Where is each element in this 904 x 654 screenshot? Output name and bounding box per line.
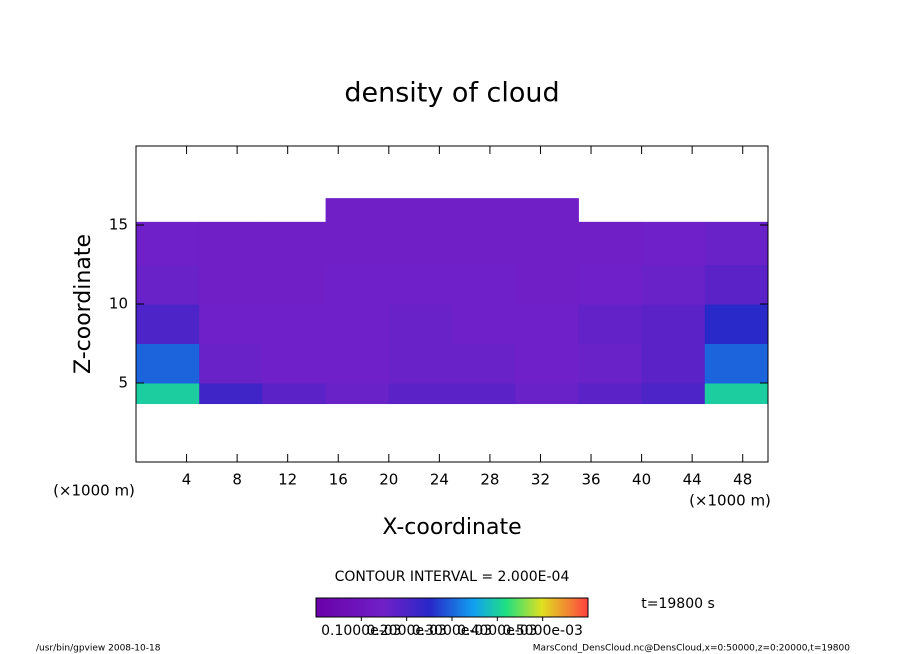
x-tick-label: 32 bbox=[531, 471, 550, 489]
colorbar-tick-label: 0.3000e-03 bbox=[412, 623, 492, 639]
field-cell bbox=[199, 383, 263, 405]
field-cell bbox=[136, 264, 200, 305]
field-cell bbox=[199, 264, 263, 305]
colorbar-tick-label: 0.1000e-03 bbox=[321, 623, 401, 639]
field-cell bbox=[388, 221, 453, 265]
field-cell bbox=[452, 343, 516, 384]
field-cell bbox=[578, 383, 643, 405]
field-cell bbox=[136, 383, 200, 405]
field-cell bbox=[515, 343, 579, 384]
field-cell bbox=[262, 383, 327, 405]
x-tick-label: 16 bbox=[329, 471, 348, 489]
x-unit: (×1000 m) bbox=[689, 492, 771, 510]
field-cell bbox=[325, 264, 390, 305]
field-cell bbox=[515, 383, 579, 405]
field-cell bbox=[578, 264, 643, 305]
x-tick-label: 20 bbox=[379, 471, 398, 489]
field-cell bbox=[325, 304, 390, 344]
field-cell bbox=[325, 343, 390, 384]
field-cell bbox=[704, 221, 769, 265]
field-cell bbox=[262, 343, 327, 384]
field-cell bbox=[452, 198, 516, 223]
field-cell bbox=[452, 221, 516, 265]
x-tick-label: 24 bbox=[430, 471, 449, 489]
contour-note: CONTOUR INTERVAL = 2.000E-04 bbox=[335, 569, 570, 585]
field-cell bbox=[641, 304, 706, 344]
field-cell bbox=[199, 221, 263, 265]
x-tick-label: 40 bbox=[632, 471, 651, 489]
field-cell bbox=[262, 264, 327, 305]
field-cell bbox=[136, 343, 200, 384]
x-tick-label: 28 bbox=[480, 471, 499, 489]
field-cell bbox=[578, 343, 643, 384]
y-axis-label: Z-coordinate bbox=[71, 234, 96, 374]
field-cell bbox=[325, 221, 390, 265]
field-cell bbox=[578, 221, 643, 265]
field-cell bbox=[452, 383, 516, 405]
x-tick-label: 4 bbox=[182, 471, 192, 489]
x-tick-label: 12 bbox=[278, 471, 297, 489]
colorbar-tick-label: 0.5000e-03 bbox=[502, 623, 582, 639]
y-tick-label: 15 bbox=[109, 216, 128, 234]
colorbar-tick-label: 0.2000e-03 bbox=[366, 623, 446, 639]
colorbar bbox=[315, 597, 589, 618]
field-cell bbox=[641, 343, 706, 384]
field-cell bbox=[641, 264, 706, 305]
field-cell bbox=[136, 304, 200, 344]
field-cell bbox=[704, 304, 769, 344]
footer-right: MarsCond_DensCloud.nc@DensCloud,x=0:5000… bbox=[533, 644, 850, 654]
y-tick-label: 5 bbox=[118, 374, 128, 392]
y-tick-label: 10 bbox=[109, 295, 128, 313]
field-cell bbox=[704, 383, 769, 405]
field-cell bbox=[388, 198, 453, 223]
chart-title: density of cloud bbox=[344, 78, 559, 109]
field-cell bbox=[262, 304, 327, 344]
footer-left: /usr/bin/gpview 2008-10-18 bbox=[36, 644, 161, 654]
field-cell bbox=[388, 304, 453, 344]
field-cell bbox=[325, 198, 390, 223]
y-unit: (×1000 m) bbox=[53, 482, 135, 500]
field-cell bbox=[388, 383, 453, 405]
field-cell bbox=[704, 264, 769, 305]
field-cell bbox=[199, 343, 263, 384]
field-cell bbox=[515, 198, 579, 223]
colorbar-tick-label: 0.4000e-03 bbox=[457, 623, 537, 639]
field-cell bbox=[136, 221, 200, 265]
field-cell bbox=[199, 304, 263, 344]
field-cell bbox=[704, 343, 769, 384]
field-cell bbox=[515, 304, 579, 344]
x-tick-label: 36 bbox=[581, 471, 600, 489]
field-cell bbox=[578, 304, 643, 344]
field-cell bbox=[515, 221, 579, 265]
x-tick-label: 48 bbox=[733, 471, 752, 489]
x-tick-label: 44 bbox=[683, 471, 702, 489]
field-cell bbox=[641, 221, 706, 265]
field-cell bbox=[515, 264, 579, 305]
x-axis-label: X-coordinate bbox=[382, 515, 521, 540]
field-cell bbox=[452, 304, 516, 344]
field-cell bbox=[325, 383, 390, 405]
field-cell bbox=[388, 343, 453, 384]
field-cell bbox=[262, 221, 327, 265]
time-note: t=19800 s bbox=[641, 596, 715, 612]
x-tick-label: 8 bbox=[232, 471, 242, 489]
field-cell bbox=[452, 264, 516, 305]
field-cell bbox=[388, 264, 453, 305]
field-cell bbox=[641, 383, 706, 405]
